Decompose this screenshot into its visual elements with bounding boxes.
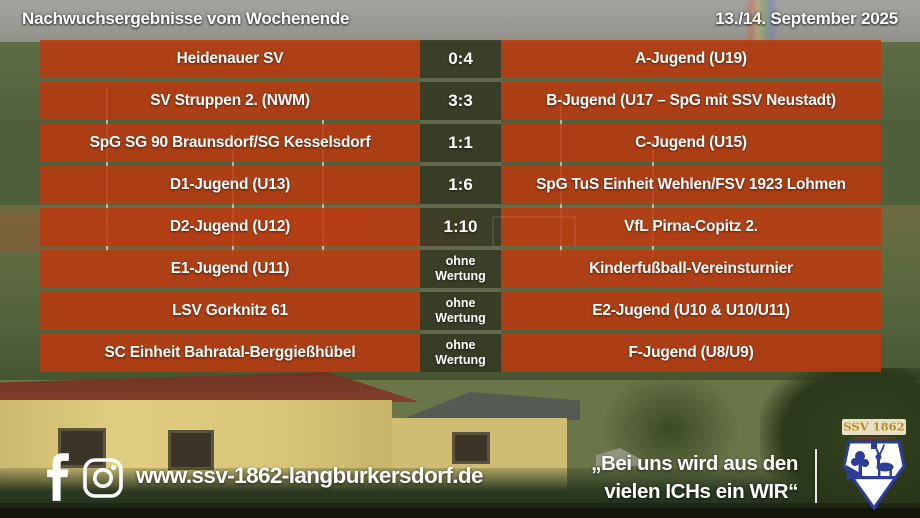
home-team: SpG SG 90 Braunsdorf/SG Kesselsdorf [40,124,420,162]
away-team: F-Jugend (U8/U9) [501,334,881,372]
home-team: LSV Gorknitz 61 [40,292,420,330]
result-row: E1-Jugend (U11) ohne Wertung Kinderfußba… [40,250,881,288]
header-date: 13./14. September 2025 [715,9,898,28]
bottom-shadow [0,503,920,508]
results-table: Heidenauer SV 0:4 A-Jugend (U19) SV Stru… [40,40,881,372]
result-row: SC Einheit Bahratal-Berggießhübel ohne W… [40,334,881,372]
score: 1:6 [448,175,473,194]
result-rows: Heidenauer SV 0:4 A-Jugend (U19) SV Stru… [40,40,881,372]
house-window [58,428,106,468]
result-row: LSV Gorknitz 61 ohne Wertung E2-Jugend (… [40,292,881,330]
away-team: Kinderfußball-Vereinsturnier [501,250,881,288]
result-row: D2-Jugend (U12) 1:10 VfL Pirna-Copitz 2. [40,208,881,246]
away-team: SpG TuS Einheit Wehlen/FSV 1923 Lohmen [501,166,881,204]
score: 0:4 [448,49,473,68]
away-team: C-Jugend (U15) [501,124,881,162]
result-row: D1-Jugend (U13) 1:6 SpG TuS Einheit Wehl… [40,166,881,204]
away-team: E2-Jugend (U10 & U10/U11) [501,292,881,330]
score: 3:3 [448,91,473,110]
result-row: Heidenauer SV 0:4 A-Jugend (U19) [40,40,881,78]
home-team: SV Struppen 2. (NWM) [40,82,420,120]
crest-emblems [846,443,896,481]
score: 1:1 [448,133,473,152]
result-row: SV Struppen 2. (NWM) 3:3 B-Jugend (U17 –… [40,82,881,120]
club-motto: „Bei uns wird aus den vielen ICHs ein WI… [518,450,798,505]
house-window [452,432,490,464]
score: 1:10 [443,217,478,236]
result-row: SpG SG 90 Braunsdorf/SG Kesselsdorf 1:1 … [40,124,881,162]
away-team: B-Jugend (U17 – SpG mit SSV Neustadt) [501,82,881,120]
home-team: Heidenauer SV [40,40,420,78]
instagram-icon [83,458,123,498]
score: ohne Wertung [435,338,486,367]
home-team: E1-Jugend (U11) [40,250,420,288]
home-team: SC Einheit Bahratal-Berggießhübel [40,334,420,372]
club-crest: SSV 1862 Langburkersdorf e.V. [842,419,906,510]
score: ohne Wertung [435,296,486,325]
home-team: D1-Jugend (U13) [40,166,420,204]
annex-roof [400,392,580,420]
facebook-icon [47,453,69,501]
bottom-edge [0,508,920,518]
motto-line-2: vielen ICHs ein WIR“ [604,479,798,503]
away-team: A-Jugend (U19) [501,40,881,78]
website-url: www.ssv-1862-langburkersdorf.de [136,463,484,488]
home-team: D2-Jugend (U12) [40,208,420,246]
crest-banner-subtitle: Langburkersdorf e.V. [851,436,897,441]
footer-divider [815,449,817,503]
score: ohne Wertung [435,254,486,283]
motto-line-1: „Bei uns wird aus den [591,452,798,475]
away-team: VfL Pirna-Copitz 2. [501,208,881,246]
page-title: Nachwuchsergebnisse vom Wochenende [22,9,350,28]
crest-banner-title: SSV 1862 [843,420,904,434]
rainbow [744,0,778,42]
score-column-strip [420,40,501,372]
